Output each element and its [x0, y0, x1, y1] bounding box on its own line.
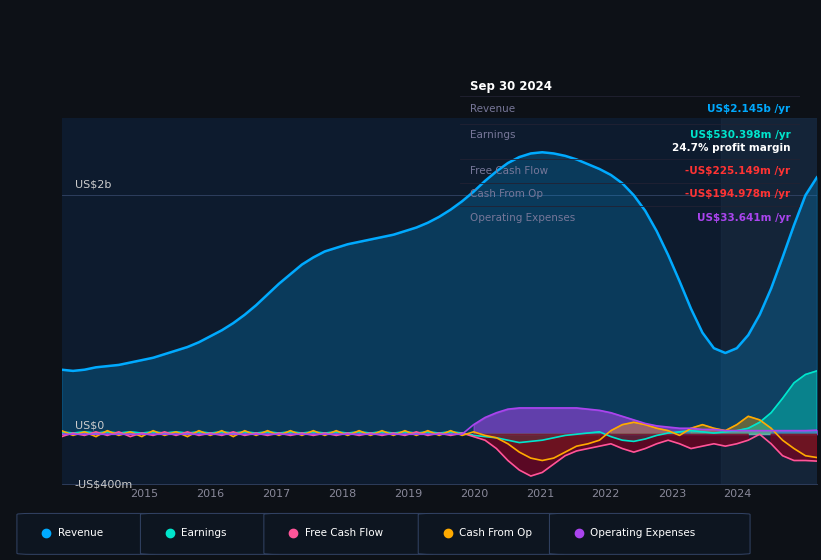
Text: US$2.145b /yr: US$2.145b /yr — [707, 104, 791, 114]
Text: Cash From Op: Cash From Op — [470, 189, 543, 199]
Text: Revenue: Revenue — [470, 104, 515, 114]
FancyBboxPatch shape — [140, 514, 279, 554]
Text: Cash From Op: Cash From Op — [459, 529, 532, 538]
Text: Operating Expenses: Operating Expenses — [470, 213, 576, 223]
Text: Earnings: Earnings — [470, 130, 516, 141]
FancyBboxPatch shape — [549, 514, 750, 554]
FancyBboxPatch shape — [418, 514, 565, 554]
Text: US$530.398m /yr: US$530.398m /yr — [690, 130, 791, 141]
Text: -US$225.149m /yr: -US$225.149m /yr — [686, 166, 791, 176]
Text: Revenue: Revenue — [57, 529, 103, 538]
Bar — [721, 118, 817, 484]
Text: US$2b: US$2b — [75, 179, 111, 189]
Text: Free Cash Flow: Free Cash Flow — [470, 166, 548, 176]
Text: US$33.641m /yr: US$33.641m /yr — [696, 213, 791, 223]
FancyBboxPatch shape — [264, 514, 433, 554]
Text: -US$400m: -US$400m — [75, 479, 133, 489]
Text: Operating Expenses: Operating Expenses — [590, 529, 695, 538]
FancyBboxPatch shape — [17, 514, 156, 554]
Text: Free Cash Flow: Free Cash Flow — [305, 529, 383, 538]
Text: 24.7% profit margin: 24.7% profit margin — [672, 143, 791, 153]
Text: US$0: US$0 — [75, 421, 104, 431]
Text: Sep 30 2024: Sep 30 2024 — [470, 81, 552, 94]
Text: -US$194.978m /yr: -US$194.978m /yr — [686, 189, 791, 199]
Text: Earnings: Earnings — [181, 529, 227, 538]
